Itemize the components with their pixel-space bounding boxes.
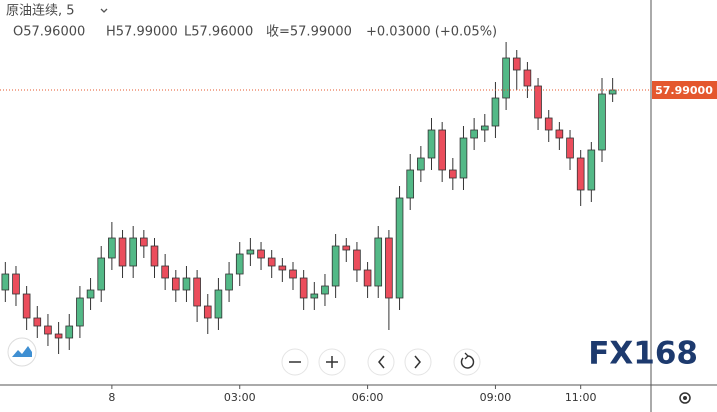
candle-body bbox=[182, 277, 191, 291]
ohlc-high: H57.99000 bbox=[106, 25, 178, 40]
candle-body bbox=[544, 117, 553, 131]
candle-body bbox=[438, 129, 446, 171]
candle-body bbox=[598, 93, 606, 151]
candle-body bbox=[289, 269, 297, 279]
candle-body bbox=[512, 57, 521, 71]
last-price-box bbox=[652, 81, 717, 99]
candle-body bbox=[427, 129, 436, 159]
candle-body bbox=[342, 245, 351, 251]
candle-body bbox=[54, 333, 63, 339]
watermark: FX168 bbox=[588, 336, 698, 372]
candle-body bbox=[395, 197, 404, 299]
candle-body bbox=[331, 245, 340, 287]
candle-body bbox=[161, 265, 169, 279]
candle-body bbox=[406, 169, 415, 199]
candle-body bbox=[566, 137, 574, 159]
candle-body bbox=[22, 293, 31, 319]
candle-body bbox=[523, 69, 532, 87]
candle-body bbox=[44, 325, 52, 335]
candle-body bbox=[235, 253, 244, 275]
candle-body bbox=[108, 237, 116, 259]
candle-body bbox=[246, 249, 255, 255]
ohlc-open: O57.96000 bbox=[13, 25, 85, 40]
candle-body bbox=[363, 269, 372, 287]
settings-button[interactable] bbox=[679, 392, 691, 404]
candle-body bbox=[76, 297, 84, 327]
candle-body bbox=[534, 85, 542, 119]
ohlc-close: 收=57.99000 bbox=[266, 25, 352, 40]
candle-body bbox=[491, 97, 500, 127]
scroll-left-button[interactable] bbox=[367, 348, 395, 376]
candle-body bbox=[502, 57, 510, 99]
x-tick-label: 8 bbox=[108, 391, 115, 404]
x-tick-label: 11:00 bbox=[565, 391, 597, 404]
candle-body bbox=[118, 237, 127, 267]
logo-button[interactable] bbox=[7, 337, 37, 367]
candle-body bbox=[140, 237, 148, 247]
candle-body bbox=[417, 157, 425, 171]
candle-body bbox=[203, 305, 212, 319]
candle-body bbox=[449, 169, 457, 179]
candle-body bbox=[353, 249, 361, 271]
candle-body bbox=[129, 237, 137, 267]
candle-body bbox=[267, 257, 276, 267]
chevron[interactable] bbox=[100, 8, 108, 13]
candle-body bbox=[278, 265, 287, 271]
candle-body bbox=[257, 249, 265, 259]
ohlc-change: +0.03000 (+0.05%) bbox=[366, 25, 497, 40]
candle-body bbox=[150, 245, 159, 267]
candle-body bbox=[225, 273, 233, 291]
candle-body bbox=[97, 257, 106, 291]
zoom-out-button[interactable] bbox=[281, 348, 309, 376]
candle-body bbox=[1, 273, 10, 291]
symbol[interactable]: 原油连续, 5 bbox=[6, 3, 75, 19]
candle-body bbox=[480, 125, 489, 131]
last-price-label: 57.99000 bbox=[655, 84, 713, 97]
scroll-right-button[interactable] bbox=[404, 348, 432, 376]
candle-body bbox=[12, 273, 20, 295]
candle-body bbox=[299, 277, 308, 299]
x-tick-label: 06:00 bbox=[352, 391, 384, 404]
candle-body bbox=[193, 277, 201, 307]
candle-body bbox=[86, 289, 95, 299]
candle-body bbox=[385, 237, 393, 299]
candle-body bbox=[374, 237, 383, 287]
candle-body bbox=[587, 149, 596, 191]
plot bbox=[1, 42, 617, 354]
candle-body bbox=[459, 137, 468, 179]
ohlc-low: L57.96000 bbox=[184, 25, 253, 40]
candle-body bbox=[321, 285, 329, 295]
x-tick-label: 03:00 bbox=[224, 391, 256, 404]
x-tick-label: 09:00 bbox=[480, 391, 512, 404]
candle-body bbox=[171, 277, 180, 291]
candle-body bbox=[310, 293, 319, 299]
candle-body bbox=[214, 289, 223, 319]
zoom-in-button[interactable] bbox=[318, 348, 346, 376]
candle-body bbox=[470, 129, 478, 139]
candle-body bbox=[555, 129, 564, 139]
candle-body bbox=[33, 317, 42, 327]
candle-body bbox=[576, 157, 585, 191]
candle-body bbox=[608, 89, 617, 95]
reset-button[interactable] bbox=[453, 348, 481, 376]
candle-body bbox=[65, 325, 74, 339]
